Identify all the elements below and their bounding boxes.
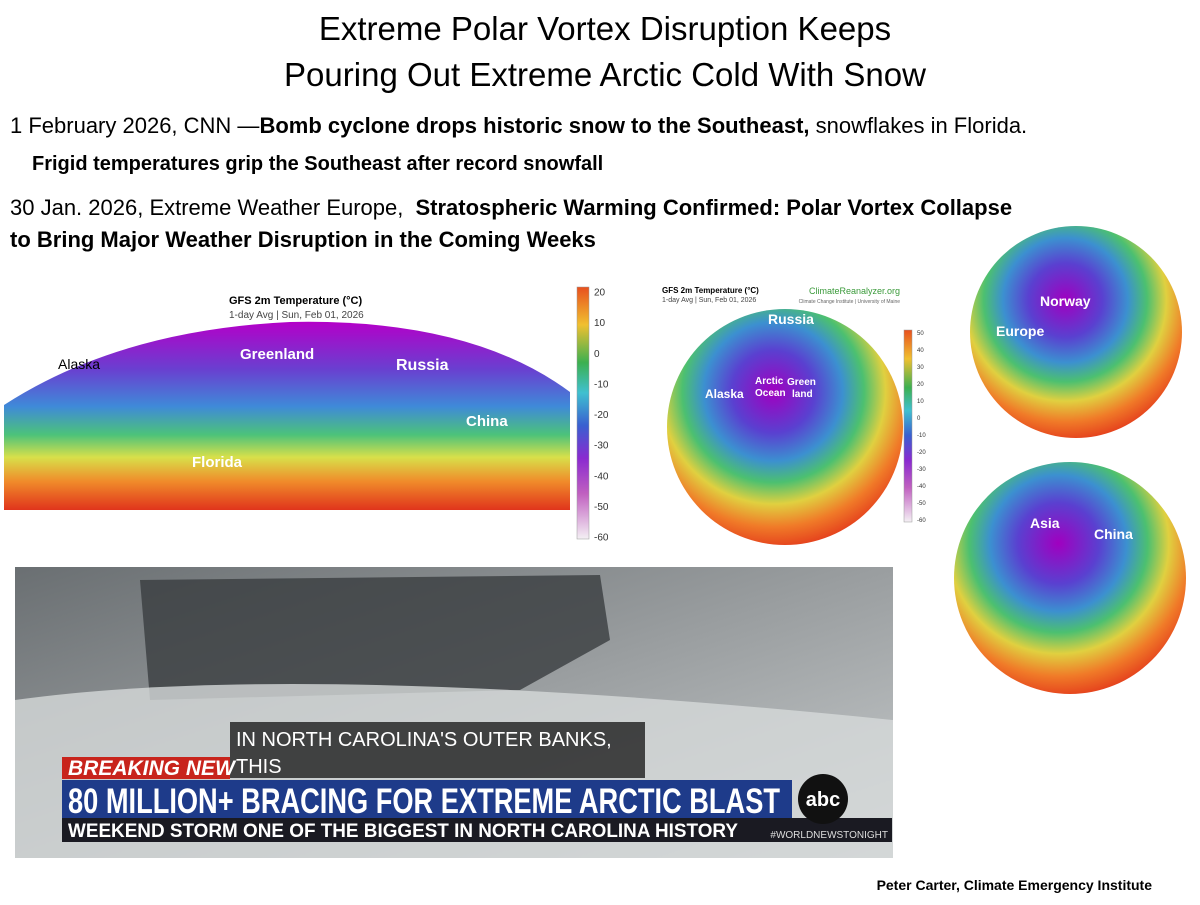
map-label: Arctic: [755, 376, 784, 387]
map-title: GFS 2m Temperature (°C): [229, 295, 363, 307]
news-lead: 30 Jan. 2026, Extreme Weather Europe,: [10, 195, 410, 220]
map-label: Ocean: [755, 388, 786, 399]
title-line: Pouring Out Extreme Arctic Cold With Sno…: [284, 56, 926, 93]
caption-box: [230, 722, 645, 778]
colorbar-label: 0: [917, 416, 921, 422]
colorbar-label: 30: [917, 365, 924, 371]
flat-map: GFS 2m Temperature (°C) 1-day Avg | Sun,…: [4, 286, 590, 540]
news-lead: 1 February 2026, CNN —: [10, 113, 259, 138]
map-label: Greenland: [240, 346, 314, 363]
map-label: land: [792, 389, 813, 400]
news-headline: Stratospheric Warming Confirmed: Polar V…: [416, 195, 1013, 220]
colorbar: [903, 329, 913, 523]
map-shape: [4, 321, 570, 510]
colorbar-label: 40: [917, 348, 924, 354]
video-hashtag: #WORLDNEWSTONIGHT: [770, 830, 888, 841]
pier-structure: [140, 575, 610, 700]
map-label: Asia: [1030, 515, 1060, 531]
colorbar-label: -20: [594, 410, 609, 421]
colorbar-label: 10: [917, 399, 924, 405]
colorbar-label: -50: [594, 502, 609, 513]
colorbar-label: 0: [594, 349, 600, 360]
colorbar-label: -40: [594, 471, 609, 482]
abc-logo: [798, 774, 848, 824]
map-label: Green: [787, 377, 816, 388]
map-label: China: [466, 413, 508, 430]
caption-line: IN NORTH CAROLINA'S OUTER BANKS,: [236, 729, 612, 751]
colorbar: [576, 286, 590, 540]
colorbar-label: 20: [917, 382, 924, 388]
globe: [954, 462, 1186, 694]
map-source: ClimateReanalyzer.org: [809, 286, 900, 296]
colorbar-label: 50: [917, 331, 924, 337]
globe: [970, 226, 1182, 438]
news-headline: Bomb cyclone drops historic snow to the …: [259, 113, 809, 138]
caption-line: THIS: [236, 756, 282, 778]
news-line: 30 Jan. 2026, Extreme Weather Europe, St…: [10, 195, 1012, 220]
globe: [667, 309, 903, 545]
colorbar-labels: 20 10 0 -10 -20 -30 -40 -50 -60: [594, 288, 609, 544]
title-line: Extreme Polar Vortex Disruption Keeps: [319, 10, 891, 47]
news-line: 1 February 2026, CNN —Bomb cyclone drops…: [10, 113, 1027, 138]
globe-europe: Norway Europe: [970, 226, 1182, 438]
map-subtitle: 1-day Avg | Sun, Feb 01, 2026: [662, 297, 756, 304]
video-ticker: WEEKEND STORM ONE OF THE BIGGEST IN NORT…: [68, 821, 738, 842]
colorbar-label: -10: [917, 433, 926, 439]
colorbar-label: -40: [917, 484, 926, 490]
colorbar-label: -60: [594, 533, 609, 544]
map-label: China: [1094, 526, 1133, 542]
globe-map: GFS 2m Temperature (°C) 1-day Avg | Sun,…: [662, 286, 913, 545]
colorbar-label: -30: [917, 467, 926, 473]
video-headline: 80 MILLION+ BRACING FOR EXTREME ARCTIC B…: [68, 782, 780, 821]
colorbar-label: -60: [917, 518, 926, 524]
map-label: Russia: [768, 311, 814, 327]
breaking-bar: [62, 757, 230, 779]
credit: Peter Carter, Climate Emergency Institut…: [877, 877, 1153, 893]
colorbar-label: -30: [594, 441, 609, 452]
map-label: Alaska: [705, 387, 744, 401]
globe-asia: Asia China: [954, 462, 1186, 694]
ticker-bar: [62, 818, 892, 842]
map-title: GFS 2m Temperature (°C): [662, 286, 759, 295]
headline-bar: [62, 780, 792, 818]
abc-logo-text: abc: [806, 789, 840, 811]
breaking-label: BREAKING NEW: [68, 757, 237, 780]
map-source-sub: Climate Change Institute | University of…: [799, 299, 901, 305]
colorbar-labels: 50 40 30 20 10 0 -10 -20 -30 -40 -50 -60: [917, 331, 926, 524]
map-label: Florida: [192, 454, 243, 471]
colorbar-label: 20: [594, 288, 606, 299]
video-frame: IN NORTH CAROLINA'S OUTER BANKS, THIS BR…: [15, 567, 893, 858]
news-headline: to Bring Major Weather Disruption in the…: [10, 227, 596, 252]
colorbar-label: -50: [917, 501, 926, 507]
news-subheadline: Frigid temperatures grip the Southeast a…: [32, 153, 603, 175]
map-label: Europe: [996, 323, 1044, 339]
colorbar-label: -20: [917, 450, 926, 456]
map-label: Russia: [396, 357, 449, 374]
map-label: Norway: [1040, 293, 1091, 309]
news-tail: snowflakes in Florida.: [810, 113, 1028, 138]
map-label: Alaska: [58, 356, 100, 372]
colorbar-label: -10: [594, 379, 609, 390]
colorbar-label: 10: [594, 318, 606, 329]
map-subtitle: 1-day Avg | Sun, Feb 01, 2026: [229, 310, 364, 321]
